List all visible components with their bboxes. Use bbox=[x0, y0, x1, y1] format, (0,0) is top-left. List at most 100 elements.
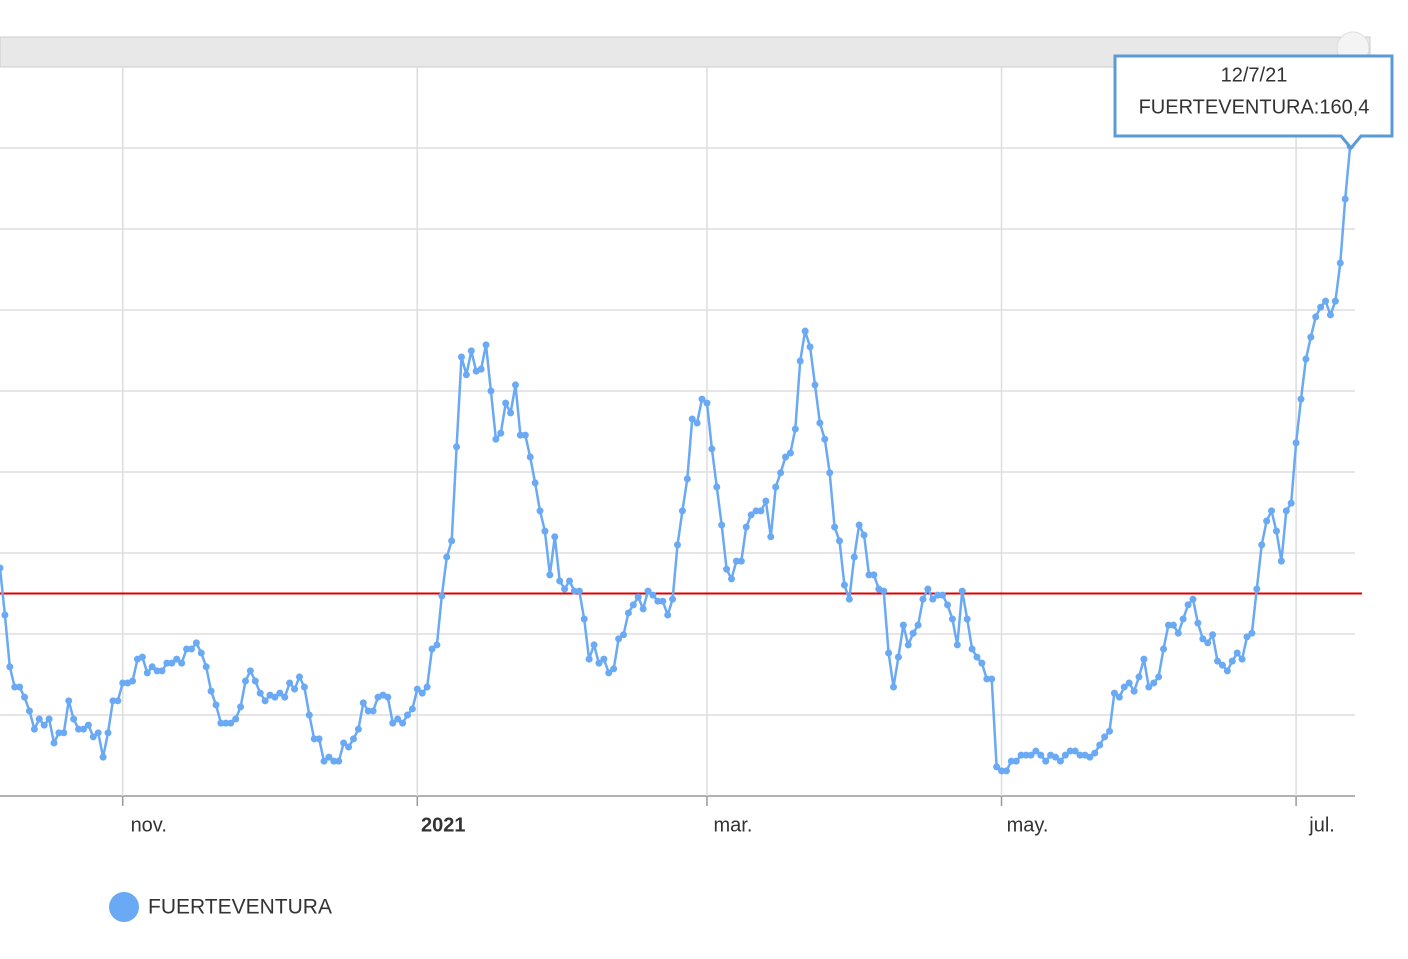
data-point bbox=[300, 683, 308, 691]
data-point bbox=[580, 615, 588, 623]
data-point bbox=[418, 689, 426, 697]
data-point bbox=[433, 641, 441, 649]
data-point bbox=[1086, 753, 1094, 761]
data-point bbox=[320, 757, 328, 765]
data-point bbox=[21, 693, 29, 701]
data-point bbox=[197, 649, 205, 657]
data-point bbox=[246, 667, 254, 675]
data-point bbox=[615, 635, 623, 643]
data-point bbox=[944, 601, 952, 609]
data-point bbox=[399, 719, 407, 727]
data-point bbox=[890, 683, 898, 691]
data-point bbox=[40, 721, 48, 729]
data-point bbox=[1052, 753, 1060, 761]
x-tick-label: jul. bbox=[1308, 814, 1335, 836]
data-point bbox=[826, 469, 834, 477]
data-point bbox=[335, 757, 343, 765]
data-point bbox=[1243, 633, 1251, 641]
data-point bbox=[536, 507, 544, 515]
data-point bbox=[384, 693, 392, 701]
data-point bbox=[1120, 683, 1128, 691]
data-point bbox=[998, 767, 1006, 775]
data-point bbox=[629, 601, 637, 609]
data-point bbox=[737, 557, 745, 565]
data-point bbox=[1317, 303, 1325, 311]
data-point bbox=[1297, 395, 1305, 403]
data-point bbox=[1130, 687, 1138, 695]
data-point bbox=[99, 753, 107, 761]
data-point bbox=[1199, 635, 1207, 643]
data-point bbox=[276, 689, 284, 697]
data-point bbox=[993, 763, 1001, 771]
data-point bbox=[590, 641, 598, 649]
data-point bbox=[30, 725, 38, 733]
data-point bbox=[75, 725, 83, 733]
data-point bbox=[556, 577, 564, 585]
data-point bbox=[585, 655, 593, 663]
data-point bbox=[1135, 673, 1143, 681]
tooltip-text: FUERTEVENTURA:160,4 bbox=[1139, 96, 1370, 118]
data-point bbox=[330, 757, 338, 765]
data-point bbox=[782, 453, 790, 461]
data-point bbox=[310, 735, 318, 743]
data-point bbox=[477, 365, 485, 373]
data-point bbox=[0, 564, 4, 572]
data-point bbox=[305, 711, 313, 719]
data-point bbox=[423, 683, 431, 691]
data-point bbox=[1194, 619, 1202, 627]
data-point bbox=[1012, 757, 1020, 765]
data-point bbox=[1312, 313, 1320, 321]
data-point bbox=[1155, 673, 1163, 681]
data-point bbox=[222, 719, 230, 727]
data-point bbox=[688, 415, 696, 423]
data-point bbox=[713, 483, 721, 491]
data-point bbox=[899, 621, 907, 629]
data-point bbox=[1258, 541, 1266, 549]
data-point bbox=[354, 725, 362, 733]
data-point bbox=[1179, 615, 1187, 623]
data-point bbox=[664, 611, 672, 619]
legend-label[interactable]: FUERTEVENTURA bbox=[148, 896, 332, 919]
data-point bbox=[1282, 507, 1290, 515]
data-point bbox=[403, 711, 411, 719]
data-point bbox=[516, 431, 524, 439]
data-point bbox=[914, 621, 922, 629]
data-point bbox=[575, 587, 583, 595]
data-point bbox=[251, 677, 259, 685]
legend-swatch[interactable] bbox=[109, 892, 139, 922]
data-point bbox=[693, 419, 701, 427]
data-point bbox=[983, 675, 991, 683]
data-point bbox=[295, 673, 303, 681]
data-point bbox=[1326, 311, 1334, 319]
data-point bbox=[796, 357, 804, 365]
data-point bbox=[1007, 757, 1015, 765]
tooltip: 12/7/21 FUERTEVENTURA:160,4 bbox=[1113, 54, 1394, 151]
data-point bbox=[742, 523, 750, 531]
data-point bbox=[836, 537, 844, 545]
data-point bbox=[349, 735, 357, 743]
data-point bbox=[70, 715, 78, 723]
data-point bbox=[1101, 733, 1109, 741]
data-point bbox=[271, 693, 279, 701]
data-point bbox=[325, 753, 333, 761]
data-point bbox=[55, 729, 63, 737]
data-point bbox=[801, 327, 809, 335]
data-point bbox=[880, 587, 888, 595]
data-point bbox=[364, 707, 372, 715]
data-point bbox=[904, 641, 912, 649]
data-point bbox=[389, 719, 397, 727]
data-point bbox=[359, 699, 367, 707]
data-point bbox=[1253, 585, 1261, 593]
data-point bbox=[227, 719, 235, 727]
data-point bbox=[89, 733, 97, 741]
series-line bbox=[0, 146, 1352, 773]
data-point bbox=[1184, 601, 1192, 609]
data-point bbox=[79, 725, 87, 733]
data-point bbox=[968, 645, 976, 653]
data-point bbox=[1174, 629, 1182, 637]
data-point bbox=[60, 729, 68, 737]
data-point bbox=[1322, 297, 1330, 305]
data-point bbox=[1287, 499, 1295, 507]
data-point bbox=[84, 721, 92, 729]
data-point bbox=[624, 609, 632, 617]
